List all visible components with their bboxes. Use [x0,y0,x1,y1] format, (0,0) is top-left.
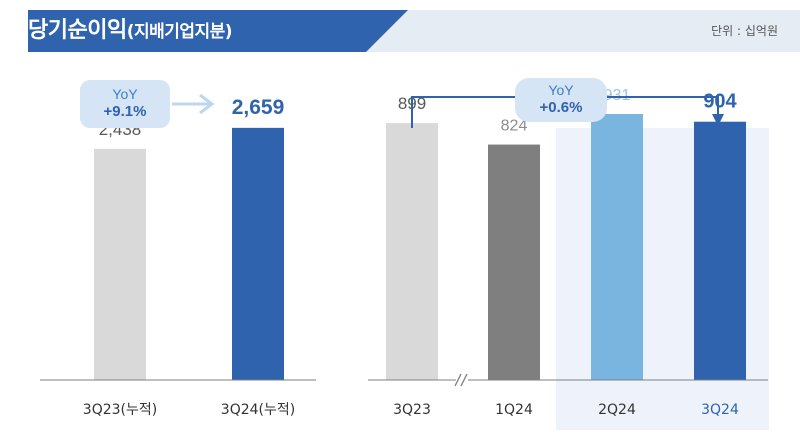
value-label-2Q24: 931 [604,87,631,104]
axis-break-mark [454,373,468,387]
yoy-left-label: YoY [112,86,138,102]
unit-label: 단위 : 십억원 [711,24,778,38]
title-main: 당기순이익 [28,18,127,43]
page-title: 당기순이익(지배기업지분) [28,12,233,44]
value-label-3Q24: 904 [703,91,737,113]
bar-3Q23 [386,123,438,381]
yoy-right-value: +0.6% [539,99,583,116]
category-label-2Q24: 2Q24 [598,402,636,418]
bar-2Q24 [591,114,643,380]
category-label-3Q24(누적): 3Q24(누적) [221,402,295,418]
banner-shape [28,10,800,52]
yoy-badge-right: YoY +0.6% [515,78,607,122]
bar-3Q24 [694,121,746,380]
category-label-3Q23: 3Q23 [393,402,431,418]
yoy-badge-left: YoY +9.1% [80,80,170,128]
category-label-3Q24: 3Q24 [701,402,739,418]
value-label-3Q24(누적): 2,659 [232,96,285,119]
title-sub: (지배기업지분) [126,22,233,42]
category-label-3Q23(누적): 3Q23(누적) [83,402,157,418]
yoy-right-label: YoY [548,82,574,98]
category-label-1Q24: 1Q24 [495,402,533,418]
yoy-arrow-left [172,93,215,115]
bar-3Q24(누적) [232,127,284,380]
header-banner: 당기순이익(지배기업지분) 단위 : 십억원 [0,0,800,52]
value-label-1Q24: 824 [501,118,528,135]
yoy-left-value: +9.1% [103,103,147,120]
bar-3Q23(누적) [94,148,146,380]
bar-1Q24 [488,144,540,380]
